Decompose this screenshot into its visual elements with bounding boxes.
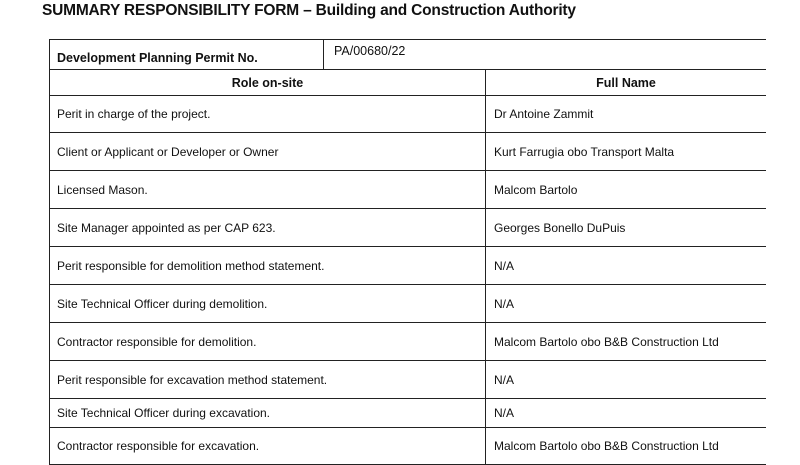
permit-label: Development Planning Permit No. — [50, 40, 324, 69]
role-cell: Site Manager appointed as per CAP 623. — [50, 209, 486, 246]
name-cell: Malcom Bartolo obo B&B Construction Ltd — [494, 334, 719, 349]
table-row: Site Technical Officer during excavation… — [50, 399, 766, 428]
role-cell: Site Technical Officer during demolition… — [50, 285, 486, 322]
name-cell: N/A — [494, 258, 515, 273]
role-cell: Site Technical Officer during excavation… — [50, 399, 486, 427]
header-name: Full Name — [596, 75, 656, 90]
role-cell: Client or Applicant or Developer or Owne… — [50, 133, 486, 170]
name-cell: Malcom Bartolo — [494, 182, 578, 197]
role-cell: Perit responsible for excavation method … — [50, 361, 486, 398]
permit-value: PA/00680/22 — [334, 44, 406, 58]
table-row: Perit responsible for demolition method … — [50, 247, 766, 285]
role-cell: Contractor responsible for demolition. — [50, 323, 486, 360]
permit-row: Development Planning Permit No. PA/00680… — [50, 40, 766, 70]
name-cell: Dr Antoine Zammit — [494, 107, 594, 121]
header-role: Role on-site — [50, 70, 486, 95]
table-row: Site Technical Officer during demolition… — [50, 285, 766, 323]
form-title: SUMMARY RESPONSIBILITY FORM – Building a… — [42, 2, 576, 19]
table-row: Perit in charge of the project. Dr Antoin… — [50, 96, 766, 133]
role-cell: Licensed Mason. — [50, 171, 486, 208]
table-row: Licensed Mason. Malcom Bartolo — [50, 171, 766, 209]
name-cell: Kurt Farrugia obo Transport Malta — [494, 144, 675, 159]
name-cell: N/A — [494, 406, 515, 420]
table-row: Contractor responsible for excavation. Ma… — [50, 428, 766, 465]
table-row: Site Manager appointed as per CAP 623. Ge… — [50, 209, 766, 247]
name-cell: Georges Bonello DuPuis — [494, 220, 626, 235]
name-cell: N/A — [494, 296, 515, 311]
name-cell: Malcom Bartolo obo B&B Construction Ltd — [494, 439, 719, 453]
table-row: Contractor responsible for demolition. Ma… — [50, 323, 766, 361]
name-cell: N/A — [494, 372, 515, 387]
table-row: Perit responsible for excavation method … — [50, 361, 766, 399]
table-header: Role on-site Full Name — [50, 70, 766, 96]
role-cell: Perit responsible for demolition method … — [50, 247, 486, 284]
role-cell: Contractor responsible for excavation. — [50, 428, 486, 464]
table-row: Client or Applicant or Developer or Owne… — [50, 133, 766, 171]
responsibility-table: Development Planning Permit No. PA/00680… — [49, 39, 766, 465]
role-cell: Perit in charge of the project. — [50, 96, 486, 132]
